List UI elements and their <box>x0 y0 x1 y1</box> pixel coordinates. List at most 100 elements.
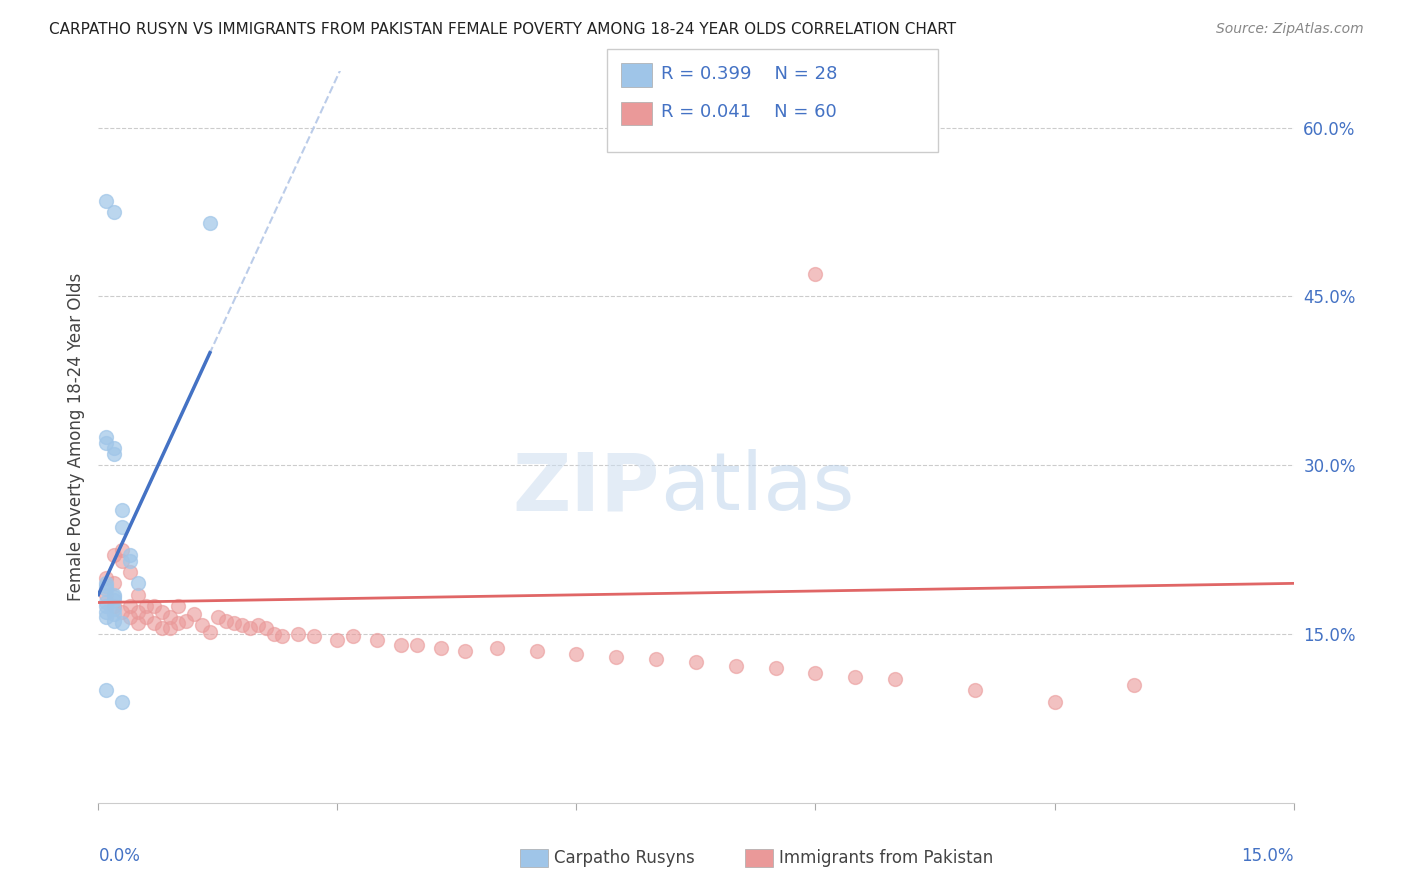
Point <box>96 605 118 619</box>
Point <box>963 683 986 698</box>
Point <box>724 658 747 673</box>
Point <box>645 652 668 666</box>
Point <box>246 618 269 632</box>
Point <box>565 647 588 661</box>
Y-axis label: Female Poverty Among 18-24 Year Olds: Female Poverty Among 18-24 Year Olds <box>66 273 84 601</box>
Point <box>366 632 388 647</box>
Point <box>302 629 325 643</box>
Point <box>127 576 149 591</box>
Point <box>1123 678 1146 692</box>
Text: atlas: atlas <box>661 450 855 527</box>
Point <box>111 615 134 630</box>
Point <box>342 629 364 643</box>
Point <box>103 442 125 456</box>
Point <box>167 615 190 630</box>
Point <box>103 590 125 604</box>
Text: ZIP: ZIP <box>513 450 661 527</box>
Point <box>198 624 221 639</box>
Point <box>207 610 229 624</box>
Point <box>103 614 125 628</box>
Point <box>191 618 214 632</box>
Point <box>96 683 118 698</box>
Point <box>103 593 125 607</box>
Point <box>135 599 157 613</box>
Point <box>127 605 149 619</box>
Point <box>135 610 157 624</box>
Point <box>103 607 125 621</box>
Point <box>96 579 118 593</box>
Point <box>804 267 827 281</box>
Point <box>765 661 787 675</box>
Point <box>103 599 125 613</box>
Point <box>1043 694 1066 708</box>
Point <box>150 605 173 619</box>
Point <box>167 599 190 613</box>
Point <box>111 605 134 619</box>
Point <box>103 205 125 219</box>
Text: 0.0%: 0.0% <box>98 847 141 864</box>
Point <box>215 614 238 628</box>
Point <box>270 629 292 643</box>
Point <box>96 571 118 585</box>
Point <box>143 615 166 630</box>
Point <box>844 670 866 684</box>
Point <box>127 615 149 630</box>
Point <box>103 576 125 591</box>
Point <box>326 632 349 647</box>
Text: Immigrants from Pakistan: Immigrants from Pakistan <box>779 849 993 867</box>
Point <box>159 610 181 624</box>
Point <box>685 655 707 669</box>
Point <box>96 595 118 609</box>
Point <box>120 610 142 624</box>
Point <box>96 435 118 450</box>
Point <box>96 599 118 613</box>
Point <box>96 430 118 444</box>
Point <box>198 216 221 230</box>
Point <box>111 503 134 517</box>
Text: Carpatho Rusyns: Carpatho Rusyns <box>554 849 695 867</box>
Point <box>287 627 309 641</box>
Point <box>120 565 142 579</box>
Point <box>263 627 285 641</box>
Point <box>103 588 125 602</box>
Point <box>804 666 827 681</box>
Point <box>120 548 142 562</box>
Point <box>150 621 173 635</box>
Point <box>526 644 548 658</box>
Point <box>96 588 118 602</box>
Point <box>111 554 134 568</box>
Point <box>96 576 118 591</box>
Text: Source: ZipAtlas.com: Source: ZipAtlas.com <box>1216 22 1364 37</box>
Point <box>485 640 508 655</box>
Text: R = 0.041    N = 60: R = 0.041 N = 60 <box>661 103 837 121</box>
Point <box>143 599 166 613</box>
Point <box>231 618 253 632</box>
Point <box>96 610 118 624</box>
Point <box>239 621 262 635</box>
Text: 15.0%: 15.0% <box>1241 847 1294 864</box>
Point <box>96 194 118 208</box>
Point <box>454 644 477 658</box>
Point <box>127 588 149 602</box>
Point <box>174 614 197 628</box>
Text: CARPATHO RUSYN VS IMMIGRANTS FROM PAKISTAN FEMALE POVERTY AMONG 18-24 YEAR OLDS : CARPATHO RUSYN VS IMMIGRANTS FROM PAKIST… <box>49 22 956 37</box>
Point <box>884 672 907 686</box>
Point <box>120 599 142 613</box>
Point <box>111 520 134 534</box>
Point <box>389 638 412 652</box>
Point <box>96 582 118 596</box>
Point <box>254 621 277 635</box>
Point <box>111 542 134 557</box>
Text: R = 0.399    N = 28: R = 0.399 N = 28 <box>661 65 837 83</box>
Point <box>183 607 205 621</box>
Point <box>103 602 125 616</box>
Point <box>103 447 125 461</box>
Point <box>605 649 627 664</box>
Point <box>120 554 142 568</box>
Point <box>103 548 125 562</box>
Point <box>222 615 245 630</box>
Point <box>430 640 453 655</box>
Point <box>111 694 134 708</box>
Point <box>406 638 429 652</box>
Point <box>159 621 181 635</box>
